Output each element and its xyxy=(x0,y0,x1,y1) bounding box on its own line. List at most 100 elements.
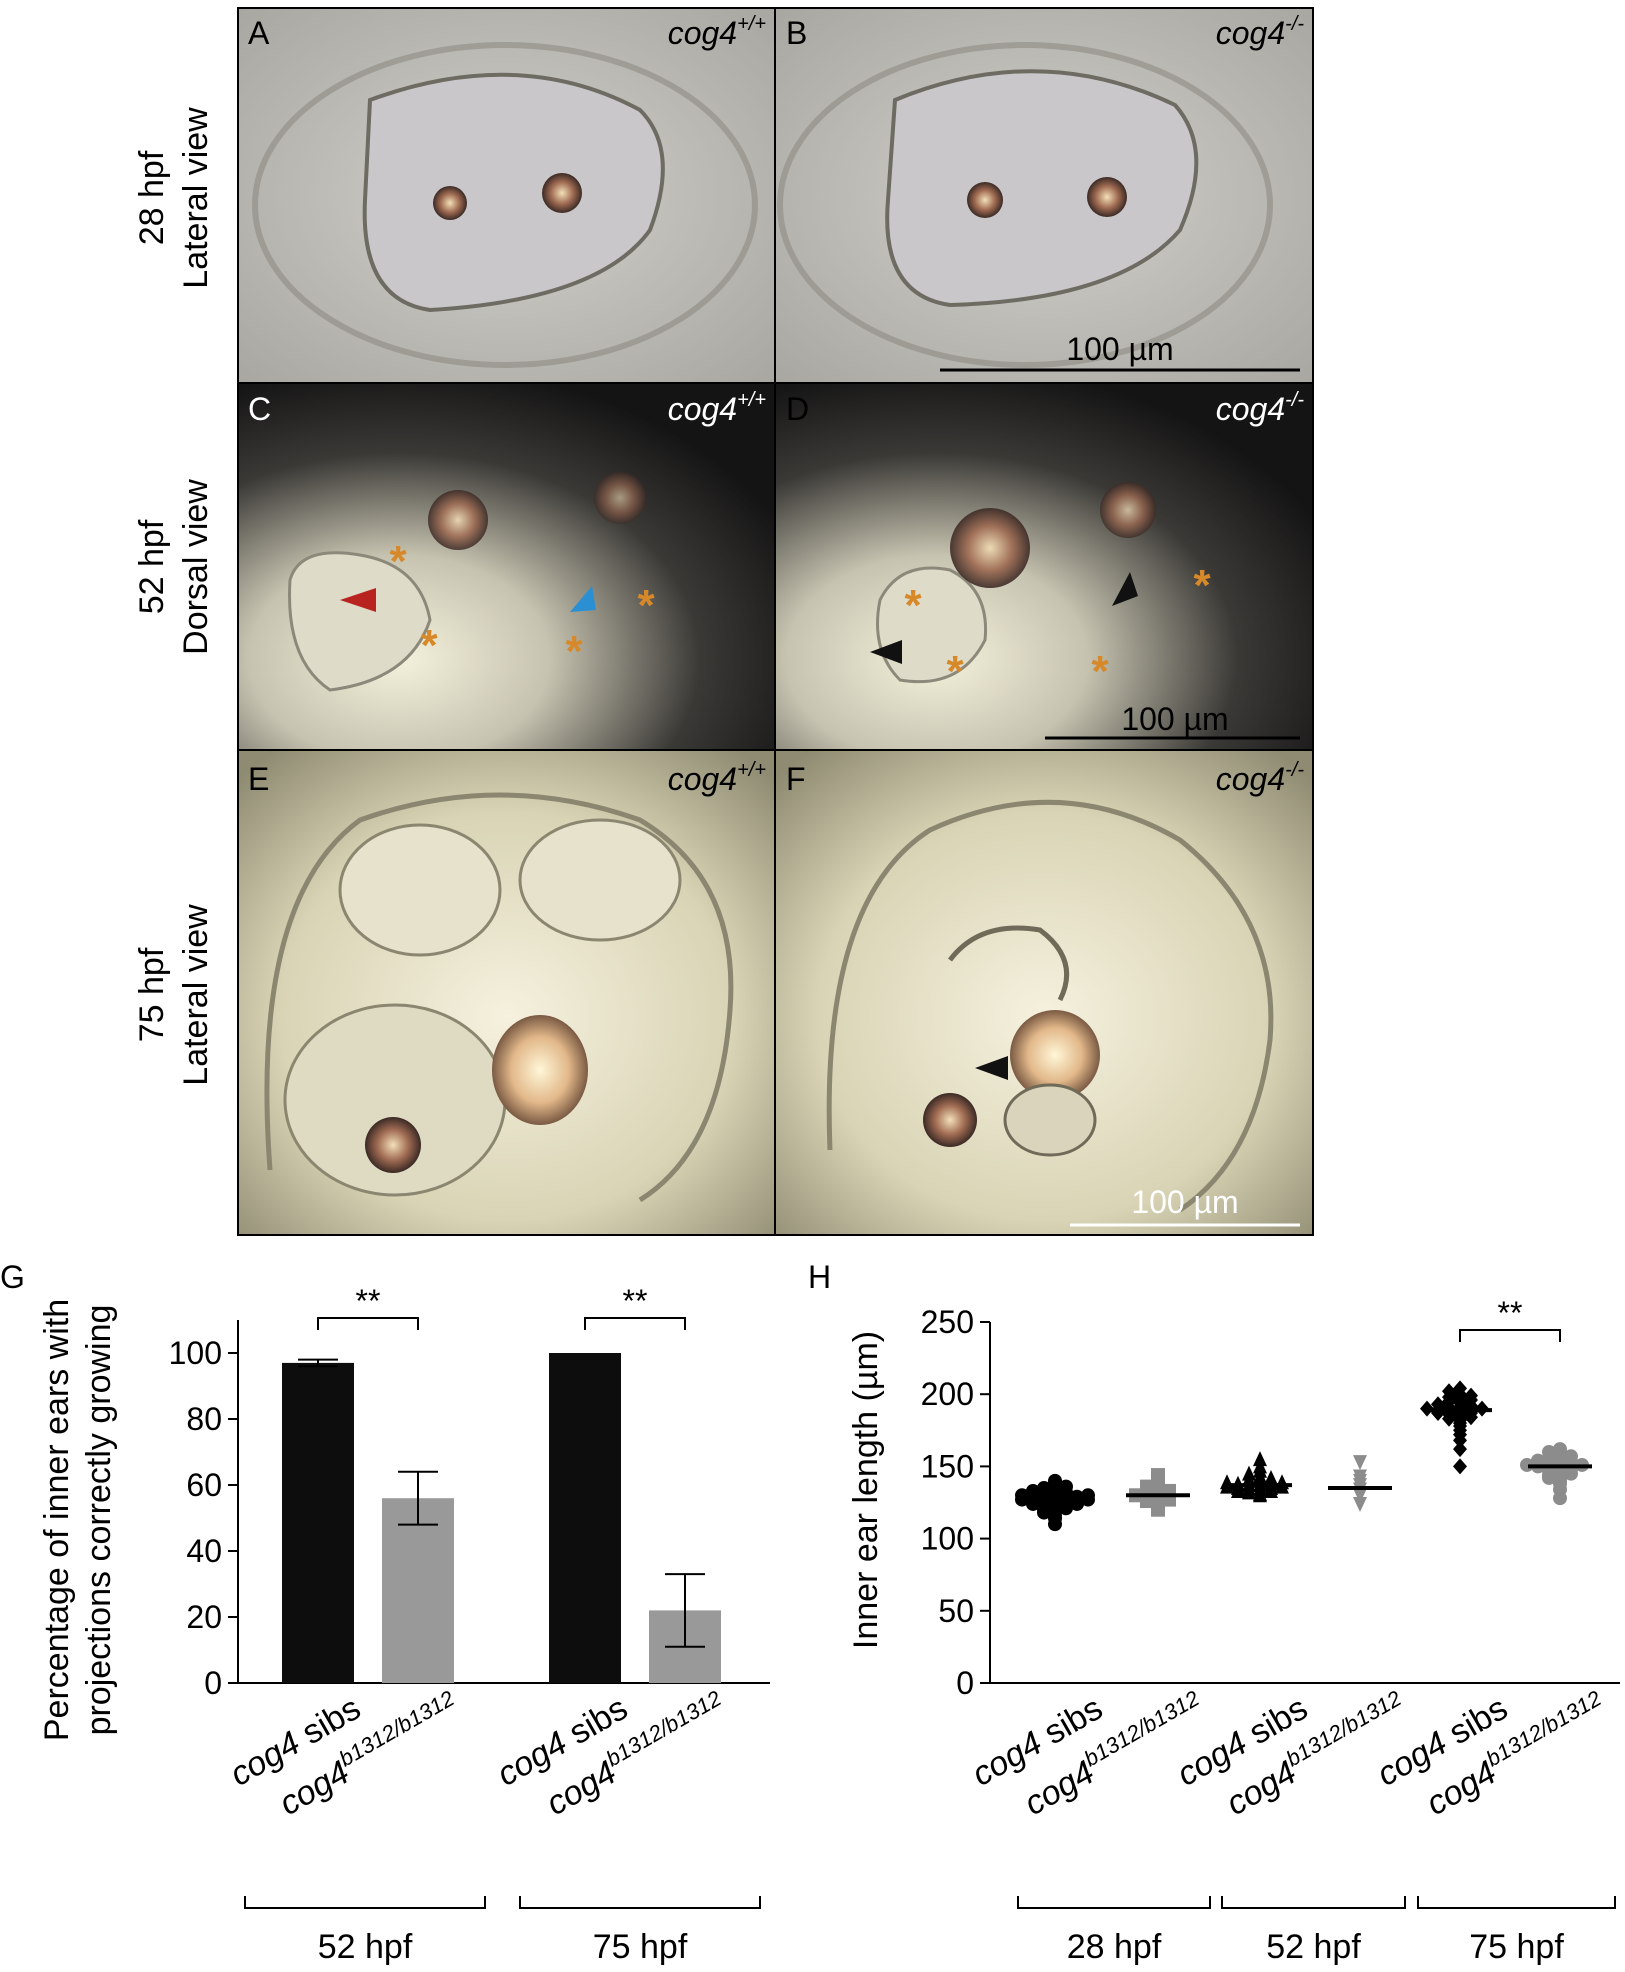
chart-g-bar xyxy=(382,1498,454,1683)
chart-h-point xyxy=(1442,1383,1456,1400)
panel-b: B cog4-/- 100 µm xyxy=(774,7,1314,384)
asterisk-marker: * xyxy=(904,581,922,630)
black-arrowhead xyxy=(975,1056,1008,1080)
chart-h-point xyxy=(1151,1468,1165,1483)
genotype-label-d: cog4-/- xyxy=(1216,389,1305,427)
chart-h-point xyxy=(1264,1469,1278,1485)
black-arrowhead xyxy=(1112,572,1138,606)
chart-h-point xyxy=(1553,1442,1567,1457)
chart-g-bars xyxy=(282,1353,721,1683)
chart-h-y-tick-label: 150 xyxy=(921,1448,974,1484)
chart-h-point xyxy=(1037,1481,1051,1496)
chart-h-point xyxy=(1242,1465,1256,1481)
panel-d: * * * * D cog4-/- 100 µm xyxy=(774,382,1314,751)
chart-g-y-tick-label: 40 xyxy=(186,1533,222,1569)
scale-label-f: 100 µm xyxy=(1131,1184,1238,1220)
chart-g-y-tick-label: 100 xyxy=(169,1335,222,1371)
chart-h-group-labels: 28 hpf 52 hpf 75 hpf xyxy=(1017,1896,1616,1966)
chart-g-significance: ** ** xyxy=(317,1283,686,1330)
chart-g-ylabel-line2: projections correctly growing xyxy=(80,1305,118,1736)
chart-g-group-bracket xyxy=(519,1896,761,1909)
asterisk-marker: * xyxy=(420,621,438,670)
chart-h-point xyxy=(1059,1479,1073,1494)
asterisk-marker: * xyxy=(565,627,583,676)
chart-h-point xyxy=(1453,1441,1467,1458)
chart-g-significance-label: ** xyxy=(356,1283,381,1319)
black-arrowhead xyxy=(870,640,902,664)
row-label-3: 75 hpf Lateral view xyxy=(133,904,215,1086)
svg-text:52 hpf: 52 hpf xyxy=(133,519,171,614)
chart-g: G Percentage of inner ears with projecti… xyxy=(0,1259,770,1966)
asterisk-marker: * xyxy=(946,647,964,696)
chart-h-point xyxy=(1542,1444,1556,1459)
chart-h-significance-label: ** xyxy=(1498,1295,1523,1331)
chart-h-point xyxy=(1464,1387,1478,1404)
chart-h-points xyxy=(1015,1380,1592,1532)
chart-g-significance-label: ** xyxy=(623,1283,648,1319)
svg-text:Lateral view: Lateral view xyxy=(177,904,215,1086)
asterisk-marker: * xyxy=(1193,561,1211,610)
panel-a: A cog4+/+ xyxy=(237,7,776,384)
genotype-label-b: cog4-/- xyxy=(1216,13,1305,51)
chart-g-significance-bracket xyxy=(317,1317,419,1330)
chart-h-point xyxy=(1353,1455,1367,1471)
chart-h-point xyxy=(1048,1473,1062,1488)
chart-h-y-tick-label: 50 xyxy=(938,1593,974,1629)
panel-letter-h: H xyxy=(808,1259,831,1295)
chart-h-y-tick-label: 100 xyxy=(921,1521,974,1557)
chart-h-point xyxy=(1420,1400,1434,1417)
chart-h-group-label: 28 hpf xyxy=(1067,1928,1162,1966)
chart-h-group-bracket xyxy=(1221,1896,1406,1909)
chart-h-ylabel: Inner ear length (µm) xyxy=(847,1331,885,1649)
asterisk-marker: * xyxy=(389,537,407,586)
panel-e: E cog4+/+ xyxy=(237,749,776,1236)
chart-h-point xyxy=(1253,1451,1267,1467)
scale-label-d: 100 µm xyxy=(1121,701,1228,737)
chart-h: H Inner ear length (µm) 050100150200250 … xyxy=(808,1259,1620,1966)
chart-g-ylabel: Percentage of inner ears with projection… xyxy=(38,1299,118,1741)
chart-g-y-tick-label: 0 xyxy=(204,1665,222,1701)
panel-letter-a: A xyxy=(248,15,270,51)
svg-text:75 hpf: 75 hpf xyxy=(133,947,171,1042)
chart-h-y-tick-label: 200 xyxy=(921,1376,974,1412)
chart-g-ylabel-line1: Percentage of inner ears with xyxy=(38,1299,76,1741)
chart-h-point xyxy=(1353,1469,1367,1485)
chart-h-point xyxy=(1520,1457,1534,1472)
panel-letter-d: D xyxy=(786,391,809,427)
chart-h-group-bracket xyxy=(1417,1896,1616,1909)
chart-h-point xyxy=(1026,1483,1040,1498)
row-label-2: 52 hpf Dorsal view xyxy=(133,479,215,655)
scale-label-b: 100 µm xyxy=(1066,331,1173,367)
chart-h-group-bracket xyxy=(1017,1896,1211,1909)
chart-h-point xyxy=(1353,1496,1367,1512)
blue-arrowhead xyxy=(570,586,596,612)
chart-g-group-label: 52 hpf xyxy=(318,1928,413,1966)
chart-h-point xyxy=(1453,1458,1467,1475)
chart-h-y-tick-label: 250 xyxy=(921,1304,974,1340)
chart-h-axis: 0 50 100 150 200 250 xyxy=(921,1304,1620,1701)
panel-letter-g: G xyxy=(0,1259,25,1295)
panel-f: F cog4-/- 100 µm xyxy=(774,749,1314,1236)
chart-g-y-tick-label: 80 xyxy=(186,1401,222,1437)
chart-g-bar xyxy=(282,1362,354,1683)
chart-h-group-label: 75 hpf xyxy=(1469,1928,1564,1966)
chart-h-significance-bracket xyxy=(1459,1329,1561,1342)
chart-g-bar xyxy=(549,1353,621,1683)
panel-letter-f: F xyxy=(786,761,806,797)
chart-h-point xyxy=(1564,1449,1578,1464)
chart-h-significance: ** xyxy=(1459,1295,1561,1342)
chart-h-point xyxy=(1531,1453,1545,1468)
row-label-1: 28 hpf Lateral view xyxy=(133,107,215,289)
chart-h-point xyxy=(1453,1380,1467,1397)
chart-g-group-bracket xyxy=(244,1896,486,1909)
asterisk-marker: * xyxy=(1091,647,1109,696)
chart-h-group-label: 52 hpf xyxy=(1266,1928,1361,1966)
chart-h-point xyxy=(1140,1479,1154,1494)
panel-letter-c: C xyxy=(248,391,271,427)
genotype-label-a: cog4+/+ xyxy=(668,13,766,51)
svg-text:28 hpf: 28 hpf xyxy=(133,150,171,245)
chart-g-y-tick-label: 60 xyxy=(186,1467,222,1503)
